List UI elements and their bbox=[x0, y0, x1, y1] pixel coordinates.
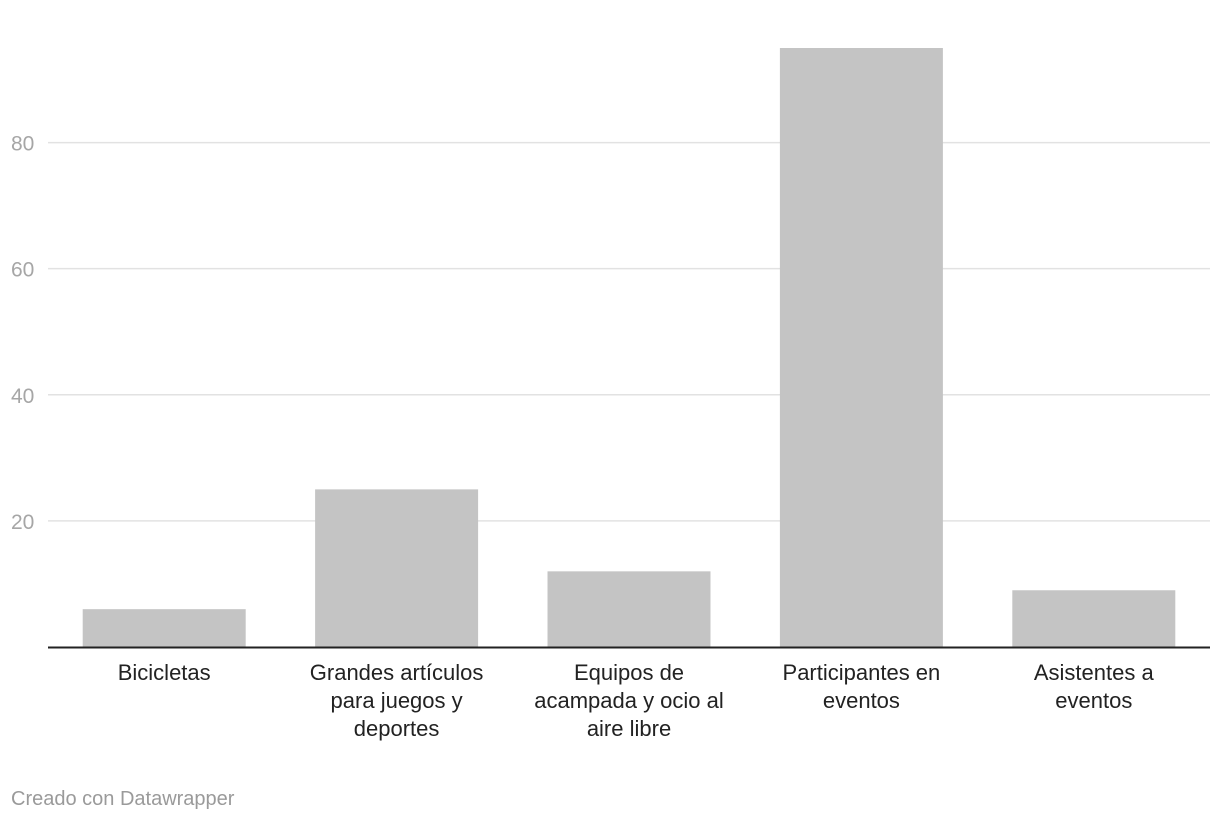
credit-text: Creado con Datawrapper bbox=[11, 788, 235, 810]
x-category-label: Asistentes a eventos bbox=[1034, 660, 1155, 713]
x-category-label: Equipos de acampada y ocio al aire libre bbox=[534, 660, 724, 741]
bar bbox=[82, 609, 246, 647]
y-tick-label: 60 bbox=[11, 259, 34, 282]
bar bbox=[547, 571, 711, 647]
x-category-label: Participantes en eventos bbox=[783, 660, 941, 713]
gridlines: 20 40 60 80 bbox=[11, 133, 1210, 534]
bar bbox=[315, 489, 479, 647]
x-category-label: Bicicletas bbox=[118, 660, 211, 685]
bar bbox=[779, 48, 943, 647]
x-category-label: Grandes artículos para juegos y deportes bbox=[310, 660, 484, 741]
bar bbox=[1012, 590, 1176, 647]
y-tick-label: 20 bbox=[11, 511, 34, 534]
y-tick-label: 40 bbox=[11, 385, 34, 408]
bars bbox=[82, 48, 1176, 647]
category-labels: Bicicletas Grandes artículos para juegos y… bbox=[118, 660, 1155, 741]
y-tick-label: 80 bbox=[11, 133, 34, 156]
